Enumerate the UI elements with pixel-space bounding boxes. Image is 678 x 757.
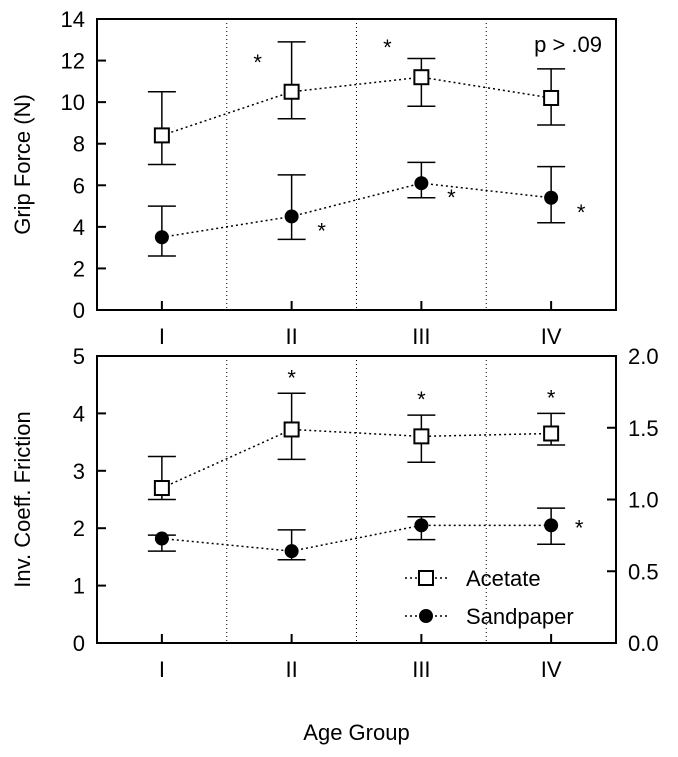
x-tick-label: IV <box>541 657 562 682</box>
y-tick-label: 14 <box>61 7 85 32</box>
y-tick-label: 6 <box>73 173 85 198</box>
x-tick-label: I <box>159 324 165 349</box>
data-point-circle <box>414 518 429 533</box>
x-tick-label: III <box>412 324 430 349</box>
y2-tick-label: 0.5 <box>628 559 659 584</box>
y2-tick-label: 2.0 <box>628 344 659 369</box>
x-tick-label: II <box>286 657 298 682</box>
significance-star: * <box>577 200 586 225</box>
data-point-circle <box>154 230 169 245</box>
x-tick-label: III <box>412 657 430 682</box>
x-tick-label: I <box>159 657 165 682</box>
series-sandpaper: * <box>147 507 584 561</box>
significance-star: * <box>547 385 556 410</box>
legend-acetate-label: Acetate <box>466 566 541 591</box>
y-tick-label: 3 <box>73 459 85 484</box>
y-tick-label: 2 <box>73 516 85 541</box>
legend-acetate-marker <box>418 570 434 586</box>
legend-sandpaper-marker <box>419 609 433 623</box>
y-tick-label: 4 <box>73 401 85 426</box>
significance-star: * <box>253 50 262 75</box>
data-point-square <box>283 421 300 438</box>
y-axis-title: Grip Force (N) <box>10 94 35 235</box>
significance-star: * <box>417 387 426 412</box>
legend-sandpaper-label: Sandpaper <box>466 604 574 629</box>
series-line <box>161 428 552 489</box>
data-point-square <box>413 428 430 445</box>
data-point-square <box>413 69 430 86</box>
x-tick-label: II <box>286 324 298 349</box>
data-point-circle <box>284 544 299 559</box>
y-tick-label: 12 <box>61 49 85 74</box>
data-point-circle <box>544 518 559 533</box>
y2-tick-label: 1.0 <box>628 488 659 513</box>
y-tick-label: 0 <box>73 631 85 656</box>
series-sandpaper: * * * <box>147 161 586 257</box>
legend: Acetate Sandpaper <box>405 566 574 629</box>
x-tick-label: IV <box>541 324 562 349</box>
data-point-square <box>543 89 560 106</box>
data-point-square <box>153 480 170 497</box>
y2-tick-label: 0.0 <box>628 631 659 656</box>
y-tick-label: 1 <box>73 574 85 599</box>
data-point-circle <box>284 209 299 224</box>
x-axis-title: Age Group <box>303 720 409 745</box>
significance-star: * <box>317 218 326 243</box>
y-tick-label: 4 <box>73 215 85 240</box>
y-axis-title: Inv. Coeff. Friction <box>10 411 35 587</box>
data-point-square <box>283 83 300 100</box>
significance-star: * <box>447 185 456 210</box>
data-point-square <box>153 127 170 144</box>
series-line <box>161 524 552 552</box>
series-acetate: ** <box>147 35 566 166</box>
data-point-square <box>543 425 560 442</box>
significance-star: * <box>383 35 392 60</box>
series-acetate: * * * <box>147 365 566 501</box>
y-tick-label: 8 <box>73 132 85 157</box>
y-tick-label: 2 <box>73 256 85 281</box>
p-value-annotation: p > .09 <box>534 32 602 57</box>
y-tick-label: 0 <box>73 298 85 323</box>
data-point-circle <box>414 176 429 191</box>
y2-tick-label: 1.5 <box>628 416 659 441</box>
series-line <box>161 76 552 137</box>
data-point-circle <box>544 190 559 205</box>
significance-star: * <box>575 515 584 540</box>
data-point-circle <box>154 531 169 546</box>
series-line <box>161 182 552 238</box>
y-tick-label: 5 <box>73 344 85 369</box>
y-tick-label: 10 <box>61 90 85 115</box>
significance-star: * <box>287 365 296 390</box>
